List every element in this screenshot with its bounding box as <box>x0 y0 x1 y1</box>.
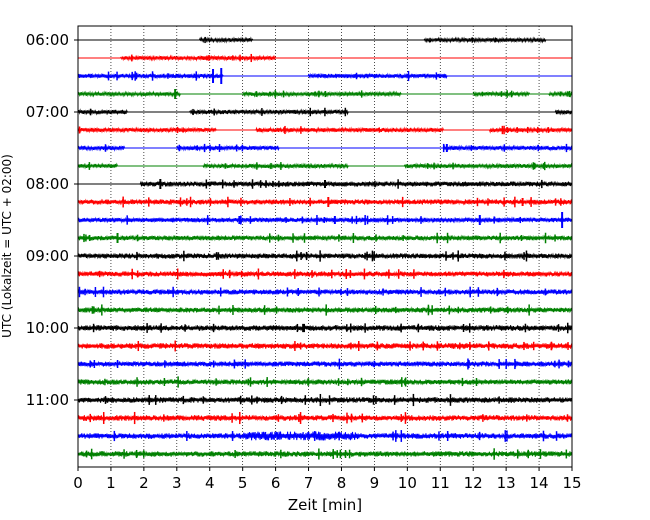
y-axis-ticks: 06:00 07:00 08:00 09:00 10:00 11:00 <box>26 31 78 409</box>
x-axis-title: Zeit [min] <box>288 496 362 514</box>
y-tick-label: 10:00 <box>26 319 69 337</box>
trace-0645 <box>77 89 573 99</box>
x-tick-label: 7 <box>304 474 314 492</box>
trace-signal <box>77 72 573 80</box>
trace-0800 <box>77 179 573 189</box>
trace-signal <box>77 396 573 404</box>
trace-signal <box>77 126 573 134</box>
trace-signal <box>77 414 573 422</box>
x-axis-ticks: 0 1 2 3 4 5 6 7 8 9 10 11 12 13 14 15 <box>73 467 582 492</box>
trace-0845 <box>77 232 573 244</box>
trace-signal <box>77 378 573 386</box>
trace-signal <box>77 252 573 260</box>
trace-1130 <box>77 430 573 442</box>
trace-0900 <box>77 250 573 262</box>
trace-0815 <box>77 196 573 208</box>
x-tick-label: 13 <box>497 474 516 492</box>
trace-signal <box>77 54 573 62</box>
y-tick-label: 06:00 <box>26 31 69 49</box>
y-tick-label: 11:00 <box>26 391 69 409</box>
trace-signal <box>77 431 573 441</box>
trace-1100 <box>77 393 573 407</box>
trace-1000 <box>77 322 573 334</box>
trace-signal <box>77 306 573 314</box>
trace-signal <box>77 143 573 152</box>
x-tick-label: 0 <box>73 474 83 492</box>
x-tick-label: 8 <box>337 474 347 492</box>
x-tick-label: 9 <box>370 474 380 492</box>
x-tick-label: 15 <box>562 474 581 492</box>
trace-1145 <box>77 448 573 460</box>
y-axis-title: UTC (Lokalzeit = UTC + 02:00) <box>0 154 14 338</box>
y-tick-label: 09:00 <box>26 247 69 265</box>
trace-1015 <box>77 340 573 352</box>
trace-0700 <box>77 107 573 117</box>
trace-1045 <box>77 376 573 388</box>
trace-0615 <box>77 53 573 63</box>
x-tick-label: 3 <box>172 474 182 492</box>
trace-0930 <box>77 286 573 298</box>
seismic-traces <box>77 36 573 460</box>
x-tick-label: 4 <box>205 474 215 492</box>
x-tick-label: 1 <box>106 474 116 492</box>
x-tick-label: 6 <box>271 474 281 492</box>
x-tick-label: 10 <box>398 474 417 492</box>
trace-signal <box>77 450 573 458</box>
trace-signal <box>77 324 573 332</box>
trace-0715 <box>77 125 573 135</box>
trace-signal <box>77 270 573 278</box>
trace-0730 <box>77 143 573 153</box>
trace-0830 <box>77 212 573 228</box>
trace-signal <box>77 198 573 206</box>
x-tick-label: 12 <box>464 474 483 492</box>
y-tick-label: 07:00 <box>26 103 69 121</box>
trace-0915 <box>77 268 573 280</box>
x-tick-label: 5 <box>238 474 248 492</box>
trace-1115 <box>77 411 573 425</box>
x-tick-label: 11 <box>431 474 450 492</box>
trace-signal <box>77 234 573 242</box>
trace-signal <box>77 342 573 350</box>
x-tick-label: 14 <box>530 474 549 492</box>
trace-signal <box>77 360 573 368</box>
trace-1030 <box>77 358 573 370</box>
plot-frame <box>77 25 573 468</box>
trace-0945 <box>77 304 573 316</box>
trace-0745 <box>77 161 573 171</box>
x-tick-label: 2 <box>139 474 149 492</box>
trace-signal <box>77 36 573 44</box>
trace-signal <box>77 288 573 296</box>
y-tick-label: 08:00 <box>26 175 69 193</box>
trace-signal <box>77 162 573 170</box>
trace-0630 <box>77 68 573 84</box>
trace-0600 <box>77 36 573 44</box>
